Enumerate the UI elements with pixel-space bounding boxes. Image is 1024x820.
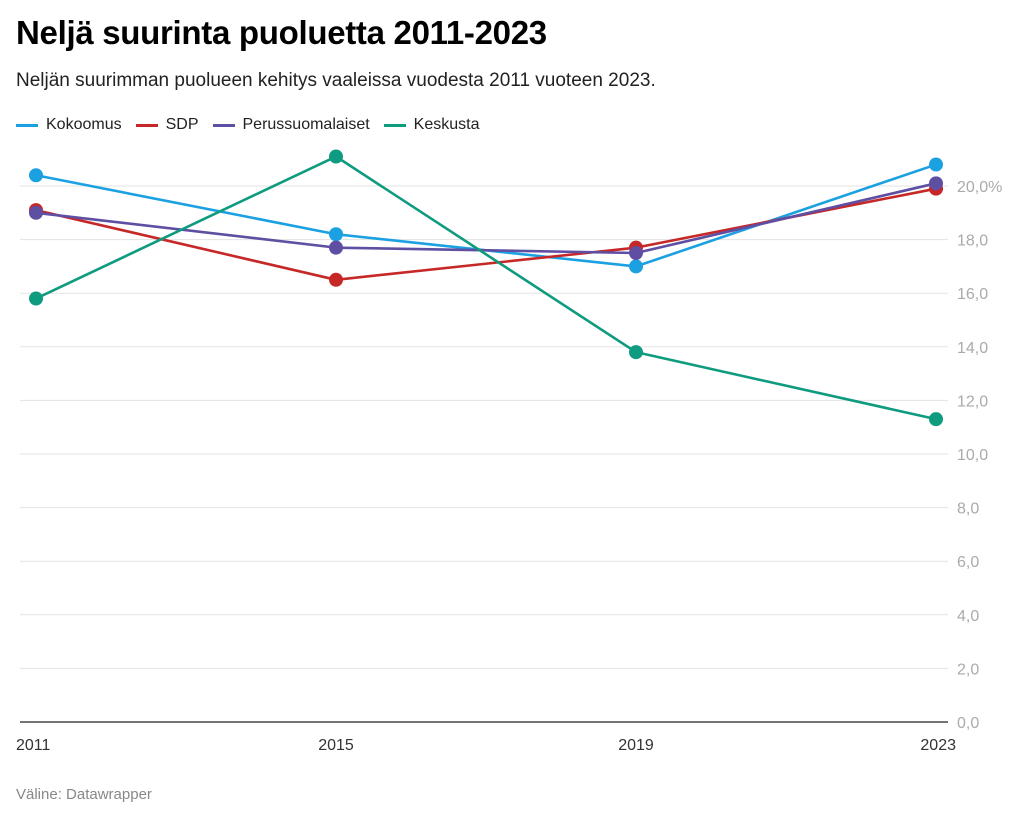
data-point-kokoomus [629,259,643,274]
legend: Kokoomus SDP Perussuomalaiset Keskusta [16,116,479,134]
data-point-perussuomalaiset [929,176,943,191]
data-point-keskusta [29,291,43,306]
data-point-sdp [329,272,343,287]
legend-item-sdp: SDP [135,116,199,134]
y-tick-label: 16,0 [957,286,988,303]
legend-swatch [16,123,38,127]
y-tick-label: 4,0 [957,608,979,625]
data-point-perussuomalaiset [329,240,343,255]
series-line-keskusta [34,155,938,421]
source-note: Väline: Datawrapper [16,786,152,803]
series-line-perussuomalaiset [34,182,938,255]
legend-label: Perussuomalaiset [242,116,370,133]
legend-swatch [383,123,406,127]
data-point-kokoomus [929,157,943,172]
data-point-keskusta [629,345,643,360]
y-tick-label: 14,0 [957,340,988,357]
x-tick-label: 2023 [920,737,956,754]
legend-swatch [212,123,235,127]
y-tick-label: 18,0 [957,233,988,250]
x-tick-label: 2015 [318,737,354,754]
y-tick-label: 20,0% [957,179,1002,196]
y-tick-label: 10,0 [957,447,988,464]
data-point-keskusta [929,412,943,427]
chart-title: Neljä suurinta puoluetta 2011-2023 [16,14,547,51]
legend-item-kokoomus: Kokoomus [16,116,122,134]
y-tick-label: 8,0 [957,501,979,518]
legend-label: Kokoomus [46,116,122,133]
y-tick-label: 12,0 [957,393,988,410]
legend-swatch [135,123,158,127]
data-point-kokoomus [29,168,43,183]
y-tick-label: 6,0 [957,554,979,571]
data-point-perussuomalaiset [629,246,643,260]
data-point-keskusta [329,149,343,164]
legend-item-keskusta: Keskusta [383,116,480,134]
data-point-perussuomalaiset [29,205,43,220]
legend-item-perussuomalaiset: Perussuomalaiset [212,116,370,134]
data-point-kokoomus [329,227,343,242]
y-tick-label: 0,0 [957,715,979,732]
x-tick-label: 2019 [618,737,654,754]
y-tick-label: 2,0 [957,661,979,678]
chart-subtitle: Neljän suurimman puolueen kehitys vaalei… [16,70,656,91]
x-tick-label: 2011 [16,737,51,754]
legend-label: SDP [165,116,199,133]
legend-label: Keskusta [413,116,480,133]
